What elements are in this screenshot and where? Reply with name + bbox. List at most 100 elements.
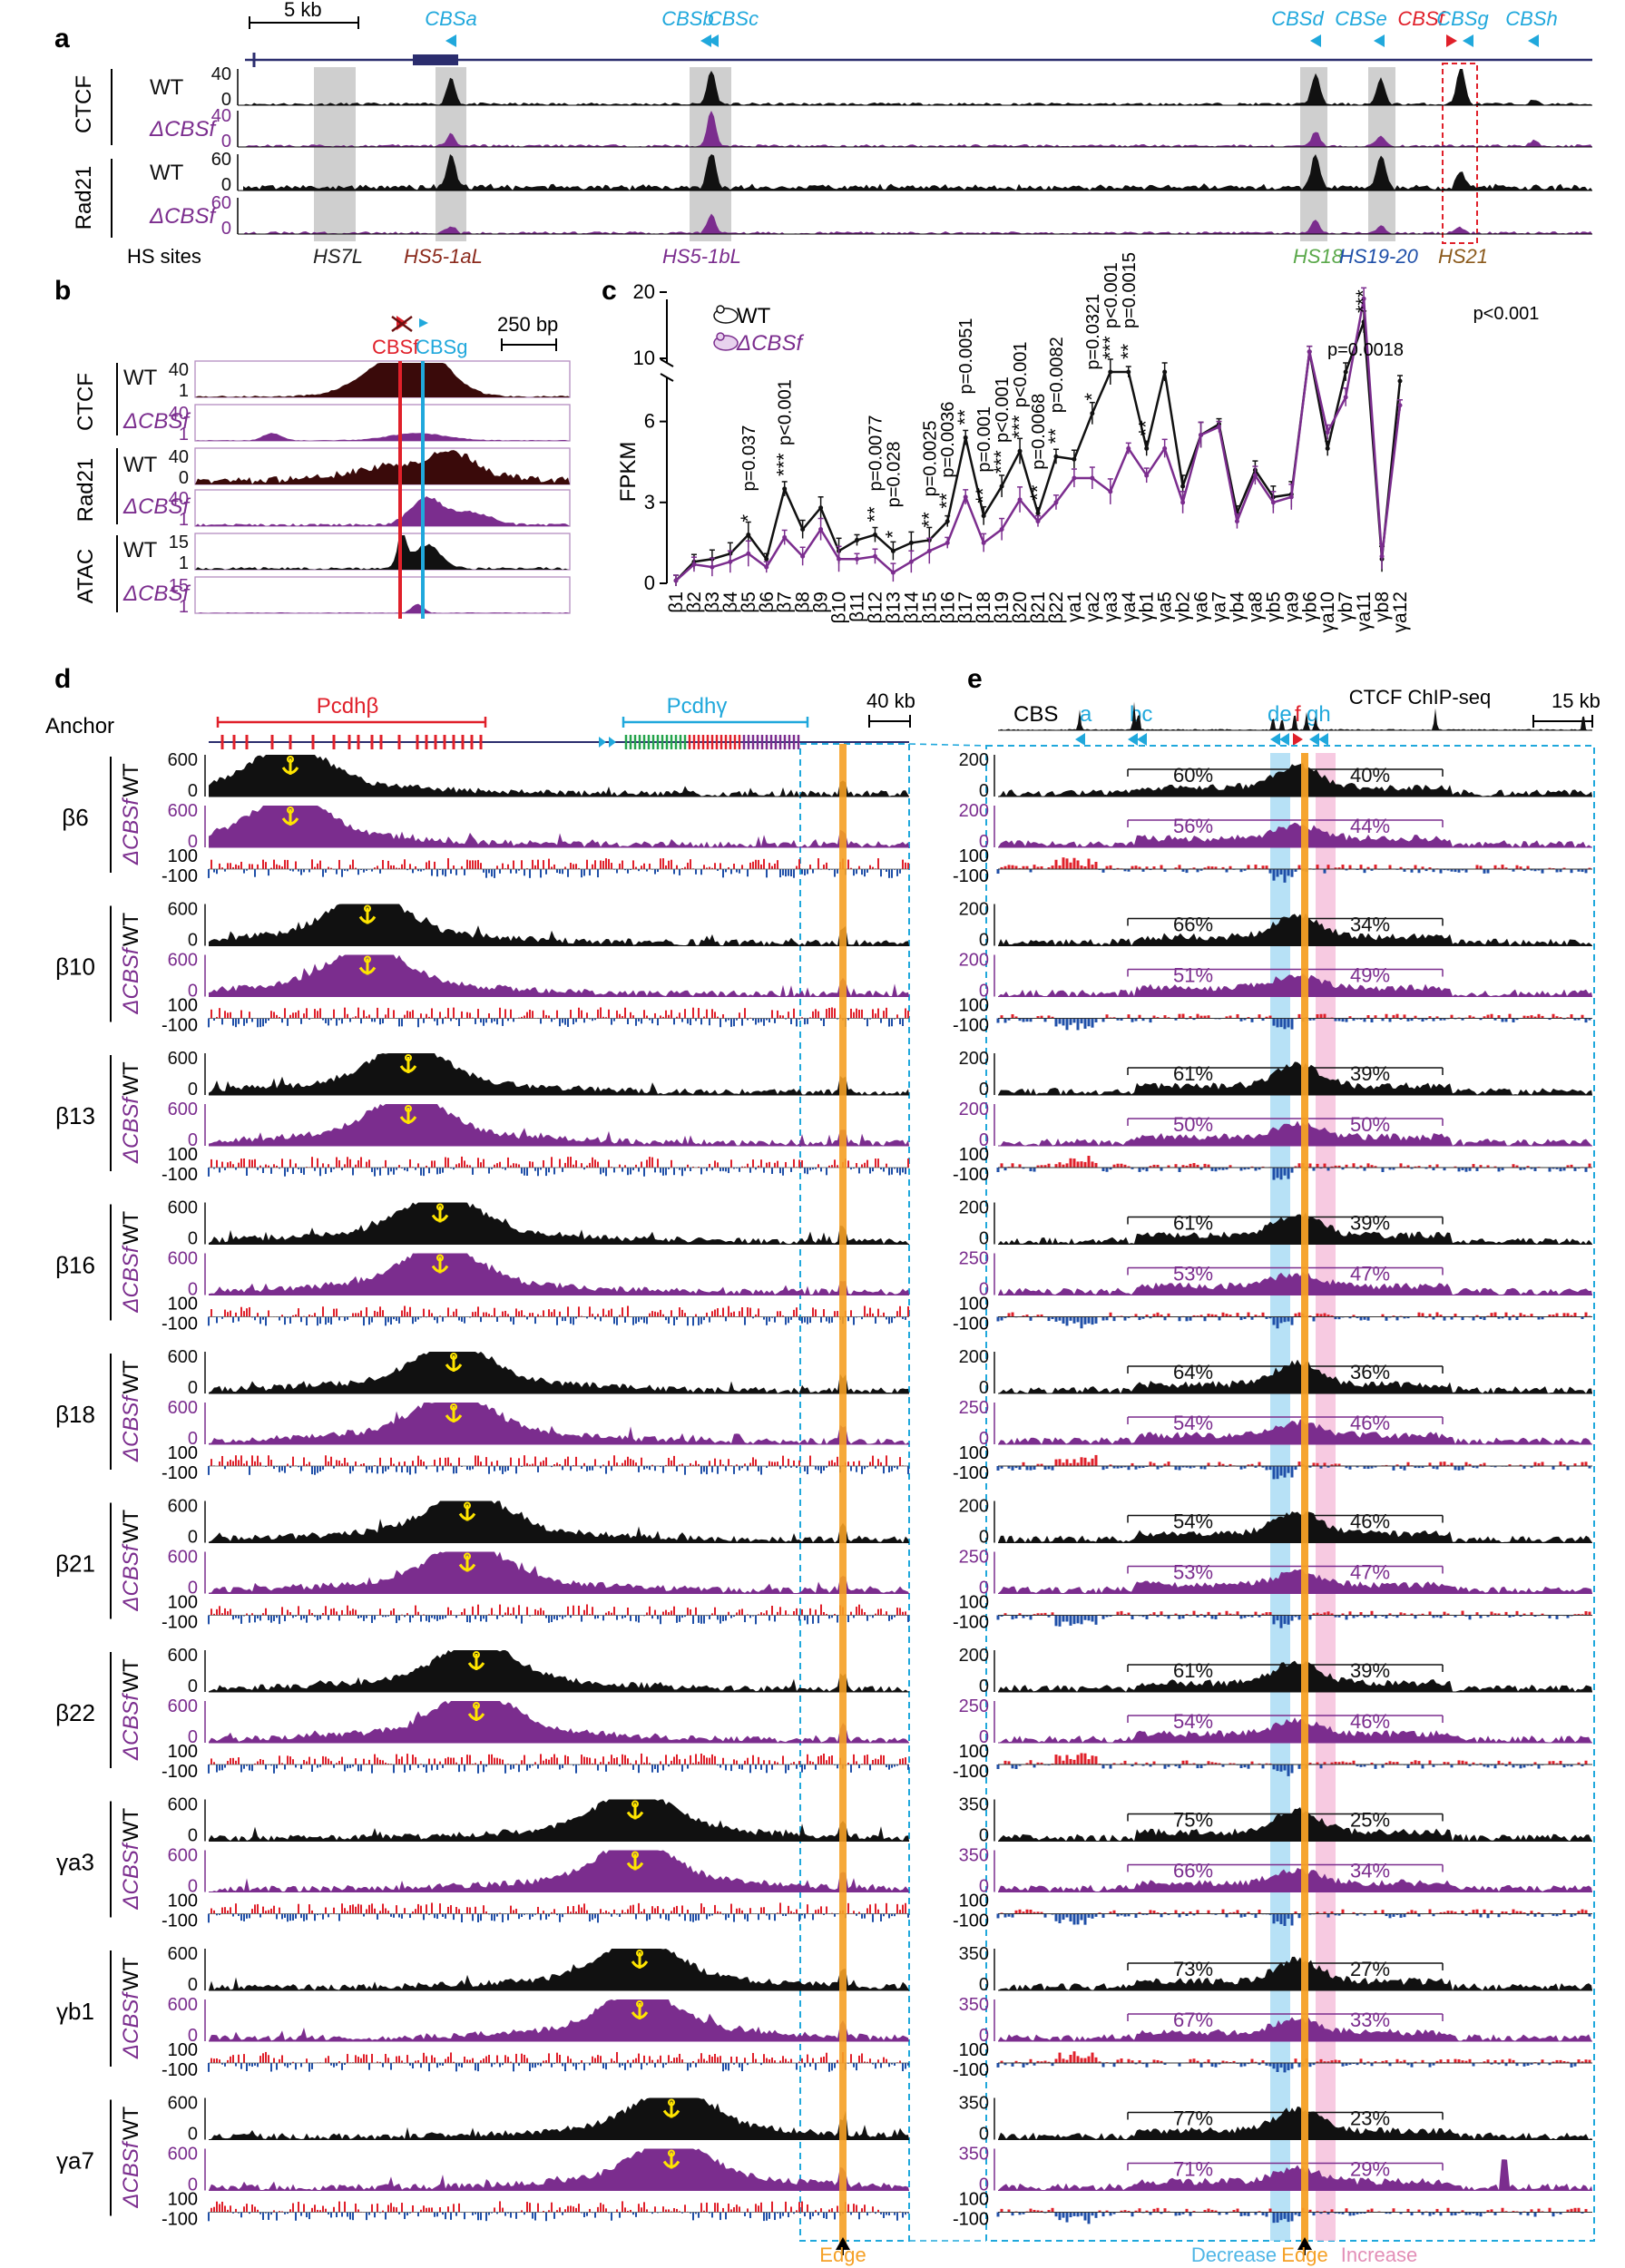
signal-track bbox=[243, 69, 1592, 105]
axis-tick-label: 200 bbox=[959, 1497, 989, 1517]
viewpoint-label: γb1 bbox=[56, 1998, 94, 2025]
axis-tick-label: -100 bbox=[162, 1315, 198, 1334]
4c-track bbox=[998, 1867, 1592, 1892]
axis-tick-label: 1 bbox=[179, 597, 189, 617]
percent-label: 25% bbox=[1350, 1809, 1390, 1832]
viewpoint-label: β21 bbox=[55, 1550, 95, 1578]
anchor-icon bbox=[358, 904, 377, 924]
axis-tick-label: 200 bbox=[959, 1100, 989, 1119]
axis-tick-label: 60 bbox=[211, 150, 231, 170]
anchor-icon bbox=[445, 1353, 463, 1372]
data-point bbox=[782, 534, 788, 540]
percent-label: 54% bbox=[1173, 1412, 1213, 1434]
anchor-icon bbox=[458, 1552, 476, 1572]
axis-tick-label: 100 bbox=[959, 846, 989, 866]
data-point bbox=[782, 486, 788, 492]
data-point bbox=[1017, 448, 1023, 454]
4c-track bbox=[998, 1660, 1592, 1692]
factor-label-ctcf: CTCF bbox=[72, 75, 96, 133]
axis-tick-label: 15 bbox=[169, 533, 189, 552]
percent-label: 47% bbox=[1350, 1561, 1390, 1584]
axis-tick-label: 350 bbox=[959, 1995, 989, 2015]
condition-label: ΔCBSf bbox=[119, 1693, 143, 1761]
axis-tick-label: 0 bbox=[979, 1826, 989, 1846]
p-value-label: p=0.0051 bbox=[956, 318, 976, 394]
signal-track bbox=[243, 213, 1592, 234]
axis-tick-label: -100 bbox=[953, 1016, 989, 1036]
condition-label: WT bbox=[119, 1061, 143, 1096]
significance-stars: * bbox=[737, 513, 759, 522]
viewpoint-label: γa3 bbox=[56, 1849, 94, 1876]
condition-label: ΔCBSf bbox=[122, 582, 191, 606]
axis-tick-label: -100 bbox=[162, 1911, 198, 1931]
x-tick-label: γa8 bbox=[1245, 591, 1266, 622]
4c-track bbox=[998, 1212, 1592, 1245]
4c-track bbox=[998, 1359, 1592, 1393]
cbs-label: CBSb bbox=[661, 7, 713, 30]
hs-sites-title: HS sites bbox=[127, 245, 201, 268]
hs-site-label: HS5-1aL bbox=[404, 245, 483, 268]
y-axis-label: FPKM bbox=[616, 442, 641, 503]
anchor-icon bbox=[662, 2149, 680, 2169]
4c-track bbox=[209, 1701, 909, 1743]
edge-label-d: Edge bbox=[819, 2244, 866, 2266]
data-point bbox=[963, 435, 968, 440]
4c-track bbox=[209, 954, 909, 997]
hs-site-label: HS5-1bL bbox=[662, 245, 741, 268]
exon-block bbox=[413, 54, 458, 65]
scale-bar-label-b: 250 bp bbox=[497, 313, 558, 336]
4c-track bbox=[209, 2148, 909, 2191]
cbs-letter: f bbox=[1295, 702, 1301, 727]
axis-tick-label: 200 bbox=[959, 1049, 989, 1069]
percent-label: 39% bbox=[1350, 1062, 1390, 1085]
axis-tick-label: 0 bbox=[188, 1130, 198, 1150]
x-tick-label: γa10 bbox=[1317, 591, 1338, 633]
percent-label: 77% bbox=[1173, 2107, 1213, 2130]
axis-tick-label: 40 bbox=[169, 447, 189, 467]
axis-tick-label: 0 bbox=[979, 931, 989, 951]
data-point bbox=[837, 556, 842, 562]
data-point bbox=[1090, 411, 1095, 416]
data-point bbox=[908, 540, 914, 545]
axis-tick-label: 200 bbox=[959, 801, 989, 821]
axis-tick-label: 1 bbox=[179, 425, 189, 445]
condition-label: ΔCBSf bbox=[122, 409, 191, 434]
axis-tick-label: 350 bbox=[959, 1846, 989, 1866]
4c-track bbox=[209, 1352, 909, 1393]
axis-tick-label: 0 bbox=[979, 781, 989, 801]
x-tick-label: γa6 bbox=[1191, 591, 1212, 622]
axis-tick-label: 0 bbox=[979, 1229, 989, 1249]
percent-label: 39% bbox=[1350, 1659, 1390, 1682]
p-value-label: p<0.001 bbox=[993, 376, 1013, 443]
cbs-letter: a bbox=[1080, 702, 1092, 727]
anchor-icon bbox=[431, 1203, 449, 1223]
data-point bbox=[764, 564, 769, 570]
legend: WT ΔCBSf bbox=[713, 304, 804, 356]
data-point bbox=[1162, 369, 1168, 375]
axis-tick-label: 0 bbox=[979, 832, 989, 852]
4c-track bbox=[209, 2097, 909, 2140]
data-point bbox=[1199, 432, 1204, 437]
condition-label: WT bbox=[123, 538, 158, 562]
axis-tick-label: 0 bbox=[188, 1877, 198, 1897]
x-tick-label: γa9 bbox=[1281, 591, 1302, 622]
percent-label: 46% bbox=[1350, 1710, 1390, 1733]
cbs-arrow-icon bbox=[445, 34, 456, 47]
significance-stars: ** bbox=[1044, 428, 1067, 445]
axis-tick-label: 0 bbox=[221, 175, 231, 195]
condition-label: WT bbox=[119, 913, 143, 947]
data-point bbox=[710, 564, 715, 570]
4c-track bbox=[209, 1650, 909, 1692]
axis-tick-label: 200 bbox=[959, 1646, 989, 1666]
cbs-label: CBSa bbox=[425, 7, 476, 30]
percent-label: 53% bbox=[1173, 1561, 1213, 1584]
hs-site-label: HS21 bbox=[1438, 245, 1488, 268]
percent-label: 36% bbox=[1350, 1361, 1390, 1383]
y-tick-label: 3 bbox=[644, 491, 655, 513]
data-point bbox=[1325, 429, 1330, 435]
data-point bbox=[1126, 445, 1131, 451]
percent-label: 71% bbox=[1173, 2158, 1213, 2181]
axis-tick-label: 600 bbox=[168, 2145, 198, 2165]
axis-tick-label: 0 bbox=[979, 1727, 989, 1747]
anchor-label: Anchor bbox=[45, 714, 114, 738]
